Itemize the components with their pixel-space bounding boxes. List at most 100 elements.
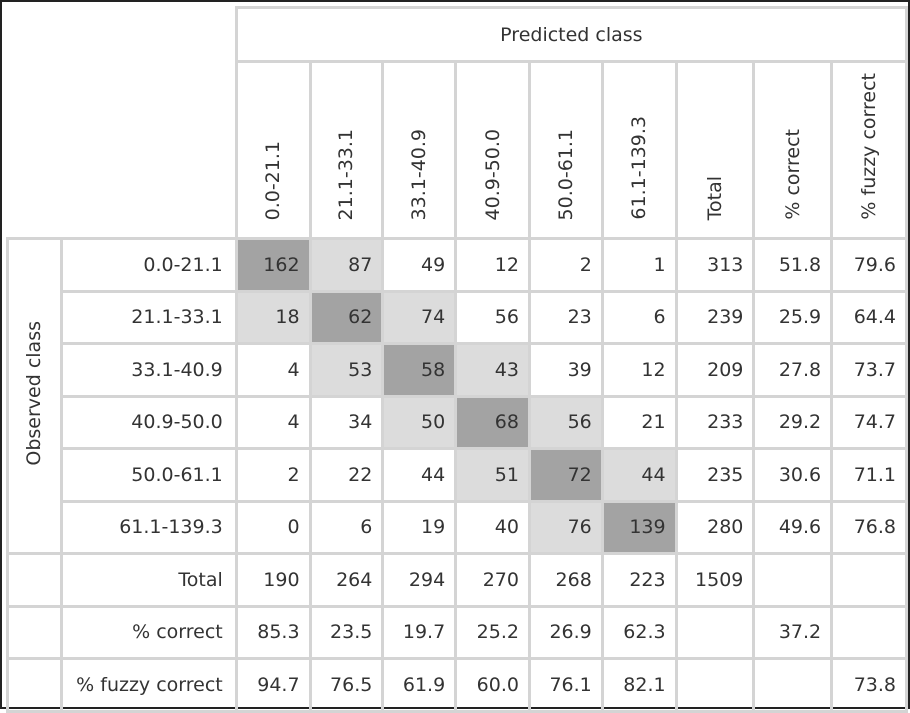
matrix-cell: 12 xyxy=(600,342,678,398)
matrix-cell: 313 xyxy=(674,237,756,293)
matrix-cell: 264 xyxy=(308,552,385,608)
matrix-cell: 19.7 xyxy=(381,604,458,660)
matrix-cell: 22 xyxy=(308,447,385,503)
matrix-cell: 139 xyxy=(600,499,678,555)
matrix-cell: 6 xyxy=(600,289,678,345)
column-header: 0.0-21.1 xyxy=(234,60,312,240)
table-row: 61.1-139.3 0 6 19 40 76 139 280 49.6 76.8 xyxy=(8,499,908,555)
matrix-cell: 29.2 xyxy=(752,394,834,450)
column-header: 50.0-61.1 xyxy=(527,60,604,240)
matrix-cell: 94.7 xyxy=(234,657,312,713)
row-label: % correct xyxy=(59,604,238,660)
column-header-label: 33.1-40.9 xyxy=(408,128,431,220)
matrix-cell: 0 xyxy=(234,499,312,555)
row-label: 33.1-40.9 xyxy=(59,342,238,398)
predicted-class-header: Predicted class xyxy=(234,6,909,63)
matrix-cell: 68 xyxy=(454,394,531,450)
matrix-cell: 51 xyxy=(454,447,531,503)
matrix-cell: 37.2 xyxy=(752,604,834,660)
matrix-cell: 76.1 xyxy=(527,657,604,713)
observed-class-label: Observed class xyxy=(23,321,46,466)
matrix-cell xyxy=(752,657,834,713)
matrix-cell xyxy=(830,604,908,660)
matrix-cell: 74 xyxy=(381,289,458,345)
matrix-cell: 43 xyxy=(454,342,531,398)
matrix-cell: 62 xyxy=(308,289,385,345)
row-label: 21.1-33.1 xyxy=(59,289,238,345)
matrix-cell: 23.5 xyxy=(308,604,385,660)
table-row: 33.1-40.9 4 53 58 43 39 12 209 27.8 73.7 xyxy=(8,342,908,398)
column-header: 21.1-33.1 xyxy=(308,60,385,240)
table-row: 50.0-61.1 2 22 44 51 72 44 235 30.6 71.1 xyxy=(8,447,908,503)
matrix-cell: 56 xyxy=(527,394,604,450)
matrix-cell: 280 xyxy=(674,499,756,555)
matrix-cell: 19 xyxy=(381,499,458,555)
blank-cell xyxy=(6,657,63,713)
matrix-cell: 162 xyxy=(234,237,312,293)
matrix-cell: 64.4 xyxy=(830,289,908,345)
row-label: 61.1-139.3 xyxy=(59,499,238,555)
matrix-cell: 50 xyxy=(381,394,458,450)
matrix-cell: 72 xyxy=(527,447,604,503)
matrix-cell: 190 xyxy=(234,552,312,608)
matrix-cell: 21 xyxy=(600,394,678,450)
row-label: 50.0-61.1 xyxy=(59,447,238,503)
matrix-cell: 4 xyxy=(234,342,312,398)
matrix-cell: 268 xyxy=(527,552,604,608)
matrix-cell: 30.6 xyxy=(752,447,834,503)
matrix-cell: 39 xyxy=(527,342,604,398)
matrix-cell: 49.6 xyxy=(752,499,834,555)
column-header-label: Total xyxy=(703,175,726,220)
matrix-cell xyxy=(674,604,756,660)
column-header-label: 0.0-21.1 xyxy=(262,140,285,220)
column-header: % fuzzy correct xyxy=(830,60,908,240)
matrix-cell: 40 xyxy=(454,499,531,555)
matrix-cell: 2 xyxy=(234,447,312,503)
matrix-cell: 79.6 xyxy=(830,237,908,293)
table-row: % correct 85.3 23.5 19.7 25.2 26.9 62.3 37.2 xyxy=(6,604,908,660)
row-label: 40.9-50.0 xyxy=(59,394,238,450)
matrix-cell: 56 xyxy=(454,289,531,345)
matrix-cell: 25.9 xyxy=(752,289,834,345)
matrix-cell: 270 xyxy=(454,552,531,608)
matrix-cell: 49 xyxy=(381,237,458,293)
matrix-cell: 61.9 xyxy=(381,657,458,713)
matrix-cell: 44 xyxy=(600,447,678,503)
matrix-cell: 58 xyxy=(381,342,458,398)
matrix-cell: 6 xyxy=(308,499,385,555)
corner-cell xyxy=(7,7,238,240)
column-header: 61.1-139.3 xyxy=(600,60,678,240)
column-header-label: 40.9-50.0 xyxy=(481,128,504,220)
blank-cell xyxy=(6,604,63,660)
column-header: 33.1-40.9 xyxy=(381,60,458,240)
matrix-cell: 51.8 xyxy=(752,237,834,293)
matrix-cell: 53 xyxy=(308,342,385,398)
matrix-cell: 76.8 xyxy=(830,499,908,555)
matrix-cell: 209 xyxy=(674,342,756,398)
matrix-cell: 2 xyxy=(527,237,604,293)
matrix-cell xyxy=(674,657,756,713)
column-header-label: 21.1-33.1 xyxy=(335,128,358,220)
observed-class-header: Observed class xyxy=(6,237,63,555)
row-label: % fuzzy correct xyxy=(59,657,238,713)
column-header-label: 50.0-61.1 xyxy=(554,128,577,220)
confusion-matrix-table: Predicted class 0.0-21.1 21.1-33.1 33.1-40… xyxy=(6,6,909,713)
matrix-cell: 71.1 xyxy=(830,447,908,503)
matrix-cell: 34 xyxy=(308,394,385,450)
matrix-cell: 294 xyxy=(381,552,458,608)
matrix-cell: 235 xyxy=(674,447,756,503)
column-header-label: 61.1-139.3 xyxy=(628,116,651,220)
matrix-cell: 23 xyxy=(527,289,604,345)
matrix-cell: 223 xyxy=(600,552,678,608)
matrix-cell: 87 xyxy=(308,237,385,293)
matrix-cell: 27.8 xyxy=(752,342,834,398)
table-row: Total 190 264 294 270 268 223 1509 xyxy=(6,552,908,608)
matrix-cell: 73.8 xyxy=(830,657,908,713)
matrix-cell: 76 xyxy=(527,499,604,555)
row-label: 0.0-21.1 xyxy=(59,237,238,293)
column-header: % correct xyxy=(752,60,834,240)
matrix-cell: 82.1 xyxy=(600,657,678,713)
column-header-label: % correct xyxy=(781,129,804,220)
matrix-cell: 1509 xyxy=(674,552,756,608)
